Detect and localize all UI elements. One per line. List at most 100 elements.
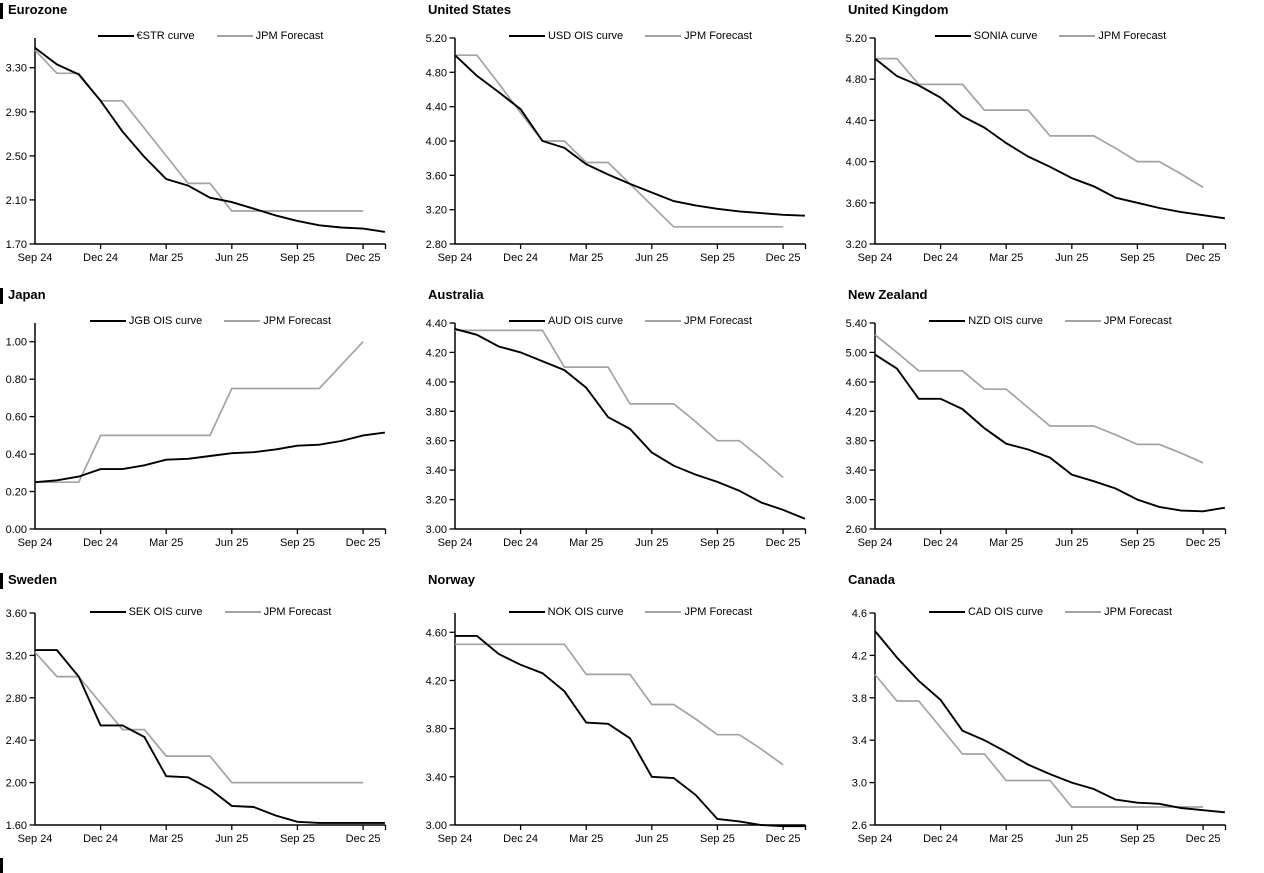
line-chart: 1.60 2.00 2.40 2.80 3.20 3.60 Sep 24 Dec 24 Mar …: [6, 608, 387, 845]
forecast-line-swatch: [1064, 320, 1101, 322]
legend-curve-label: NOK OIS curve: [547, 606, 624, 618]
legend-entry-forecast: JPM Forecast: [224, 315, 331, 327]
chart-title: Japan: [8, 287, 46, 302]
chart-legend: €STR curve JPM Forecast: [35, 30, 386, 42]
svg-text:3.80: 3.80: [426, 724, 447, 736]
svg-text:Sep 24: Sep 24: [18, 537, 53, 549]
svg-text:Jun 25: Jun 25: [215, 537, 248, 549]
svg-text:3.80: 3.80: [426, 406, 447, 418]
svg-text:3.60: 3.60: [6, 608, 27, 620]
legend-curve-label: €STR curve: [136, 30, 195, 42]
chart-title: Sweden: [8, 572, 58, 587]
forecast-line-swatch: [645, 320, 682, 322]
svg-text:1.60: 1.60: [6, 820, 27, 832]
svg-text:5.20: 5.20: [846, 33, 867, 45]
panel-header: New Zealand: [840, 287, 927, 305]
chart-legend: NOK OIS curve JPM Forecast: [455, 606, 806, 618]
curve-line-swatch: [508, 35, 545, 37]
svg-text:4.60: 4.60: [846, 377, 867, 389]
svg-text:1.70: 1.70: [6, 239, 27, 251]
svg-text:0.40: 0.40: [6, 449, 27, 461]
svg-text:Dec 25: Dec 25: [766, 833, 801, 845]
svg-text:Sep 24: Sep 24: [438, 252, 473, 264]
svg-text:3.20: 3.20: [426, 495, 447, 507]
svg-text:Mar 25: Mar 25: [989, 537, 1023, 549]
svg-text:4.00: 4.00: [426, 377, 447, 389]
panel-header: Japan: [0, 287, 46, 305]
forecast-line-swatch: [224, 611, 261, 613]
chart-legend: CAD OIS curve JPM Forecast: [875, 606, 1226, 618]
legend-entry-curve: CAD OIS curve: [928, 606, 1043, 618]
section-marker-bar: [0, 288, 3, 304]
svg-text:5.40: 5.40: [846, 318, 867, 330]
svg-text:3.40: 3.40: [426, 772, 447, 784]
forecast-line-swatch: [645, 35, 682, 37]
svg-text:Mar 25: Mar 25: [569, 252, 603, 264]
legend-curve-label: SONIA curve: [973, 30, 1038, 42]
svg-text:Sep 25: Sep 25: [700, 252, 735, 264]
legend-entry-curve: NZD OIS curve: [929, 315, 1043, 327]
svg-text:3.40: 3.40: [846, 465, 867, 477]
svg-text:Dec 24: Dec 24: [83, 537, 118, 549]
chart-legend: USD OIS curve JPM Forecast: [455, 30, 806, 42]
svg-text:3.0: 3.0: [852, 778, 867, 790]
svg-text:4.40: 4.40: [426, 318, 447, 330]
forecast-line-swatch: [645, 611, 682, 613]
legend-curve-label: AUD OIS curve: [547, 315, 624, 327]
curve-line-swatch: [508, 320, 545, 322]
svg-text:4.80: 4.80: [426, 67, 447, 79]
panel-header: Eurozone: [0, 2, 67, 20]
legend-forecast-label: JPM Forecast: [684, 30, 753, 42]
svg-text:Sep 24: Sep 24: [858, 537, 893, 549]
chart-title: New Zealand: [848, 287, 928, 302]
chart-title: United Kingdom: [848, 2, 949, 17]
svg-text:Dec 24: Dec 24: [923, 833, 958, 845]
legend-entry-forecast: JPM Forecast: [645, 315, 752, 327]
chart-legend: JGB OIS curve JPM Forecast: [35, 315, 386, 327]
svg-text:Mar 25: Mar 25: [569, 833, 603, 845]
panel-header: Canada: [840, 572, 895, 590]
legend-entry-curve: USD OIS curve: [508, 30, 624, 42]
chart-legend: SONIA curve JPM Forecast: [875, 30, 1226, 42]
legend-entry-forecast: JPM Forecast: [1059, 30, 1166, 42]
svg-text:5.00: 5.00: [846, 347, 867, 359]
line-chart: 2.6 3.0 3.4 3.8 4.2 4.6 Sep 24 Dec 24 Mar 25 Jun …: [852, 608, 1227, 845]
section-marker-bar: [0, 573, 3, 589]
legend-curve-label: JGB OIS curve: [128, 315, 203, 327]
svg-text:4.40: 4.40: [846, 115, 867, 127]
svg-text:Dec 24: Dec 24: [923, 252, 958, 264]
svg-text:Sep 24: Sep 24: [858, 252, 893, 264]
section-marker-bar: [0, 3, 3, 19]
svg-text:2.00: 2.00: [6, 778, 27, 790]
svg-text:Mar 25: Mar 25: [149, 252, 183, 264]
legend-entry-curve: AUD OIS curve: [508, 315, 624, 327]
svg-text:Dec 25: Dec 25: [346, 252, 381, 264]
svg-text:Sep 24: Sep 24: [438, 833, 473, 845]
svg-text:Dec 24: Dec 24: [503, 537, 538, 549]
svg-text:Sep 24: Sep 24: [858, 833, 893, 845]
svg-text:2.80: 2.80: [426, 239, 447, 251]
svg-text:3.4: 3.4: [852, 735, 867, 747]
legend-curve-label: USD OIS curve: [547, 30, 624, 42]
legend-entry-curve: SEK OIS curve: [89, 606, 203, 618]
forecast-line-swatch: [216, 35, 253, 37]
svg-text:3.40: 3.40: [426, 465, 447, 477]
legend-forecast-label: JPM Forecast: [1104, 606, 1173, 618]
svg-text:4.80: 4.80: [846, 74, 867, 86]
legend-forecast-label: JPM Forecast: [263, 606, 332, 618]
legend-entry-curve: JGB OIS curve: [89, 315, 203, 327]
svg-text:2.60: 2.60: [846, 524, 867, 536]
svg-text:Mar 25: Mar 25: [989, 833, 1023, 845]
legend-entry-curve: SONIA curve: [934, 30, 1038, 42]
svg-text:4.20: 4.20: [846, 406, 867, 418]
chart-panel-eurozone: Eurozone 1.70 2.10 2.50 2.90 3.30 Sep 24 Dec 2…: [0, 0, 420, 285]
chart-panel-new-zealand: New Zealand 2.60 3.00 3.40 3.80 4.20 4.60 5.00…: [840, 285, 1264, 570]
chart-panel-japan: Japan 0.00 0.20 0.40 0.60 0.80 1.00 Sep 24 Dec …: [0, 285, 420, 570]
chart-panel-sweden: Sweden 1.60 2.00 2.40 2.80 3.20 3.60 Sep 24 Dec…: [0, 570, 420, 873]
svg-text:4.40: 4.40: [426, 102, 447, 114]
line-chart: 3.00 3.20 3.40 3.60 3.80 4.00 4.20 4.40 Sep 24 De…: [426, 318, 807, 549]
curve-line-swatch: [929, 320, 966, 322]
svg-text:Sep 24: Sep 24: [438, 537, 473, 549]
curve-line-swatch: [97, 35, 134, 37]
svg-text:Sep 25: Sep 25: [280, 833, 315, 845]
